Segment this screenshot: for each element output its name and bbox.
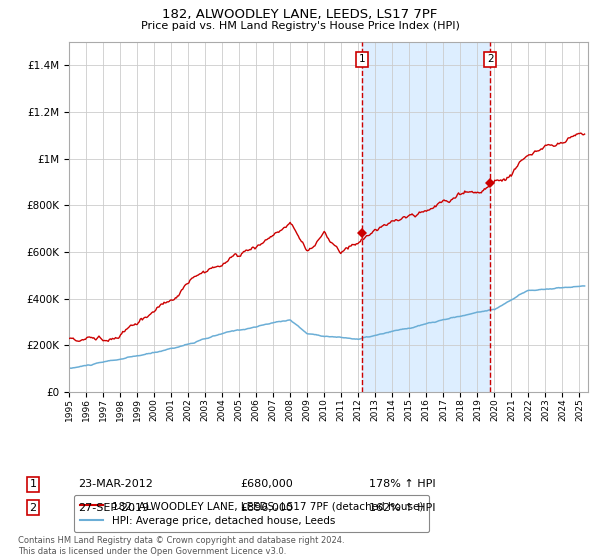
Text: £896,000: £896,000 xyxy=(240,503,293,513)
Legend: 182, ALWOODLEY LANE, LEEDS, LS17 7PF (detached house), HPI: Average price, detac: 182, ALWOODLEY LANE, LEEDS, LS17 7PF (de… xyxy=(74,495,430,532)
Text: 178% ↑ HPI: 178% ↑ HPI xyxy=(369,479,436,489)
Text: Contains HM Land Registry data © Crown copyright and database right 2024.
This d: Contains HM Land Registry data © Crown c… xyxy=(18,536,344,556)
Text: 182, ALWOODLEY LANE, LEEDS, LS17 7PF: 182, ALWOODLEY LANE, LEEDS, LS17 7PF xyxy=(163,8,437,21)
Text: 1: 1 xyxy=(29,479,37,489)
Text: 2: 2 xyxy=(487,54,493,64)
Text: 162% ↑ HPI: 162% ↑ HPI xyxy=(369,503,436,513)
Text: 27-SEP-2019: 27-SEP-2019 xyxy=(78,503,149,513)
Text: Price paid vs. HM Land Registry's House Price Index (HPI): Price paid vs. HM Land Registry's House … xyxy=(140,21,460,31)
Text: 1: 1 xyxy=(359,54,365,64)
Text: £680,000: £680,000 xyxy=(240,479,293,489)
Bar xyxy=(362,42,490,392)
Text: 23-MAR-2012: 23-MAR-2012 xyxy=(78,479,153,489)
Text: 2: 2 xyxy=(29,503,37,513)
